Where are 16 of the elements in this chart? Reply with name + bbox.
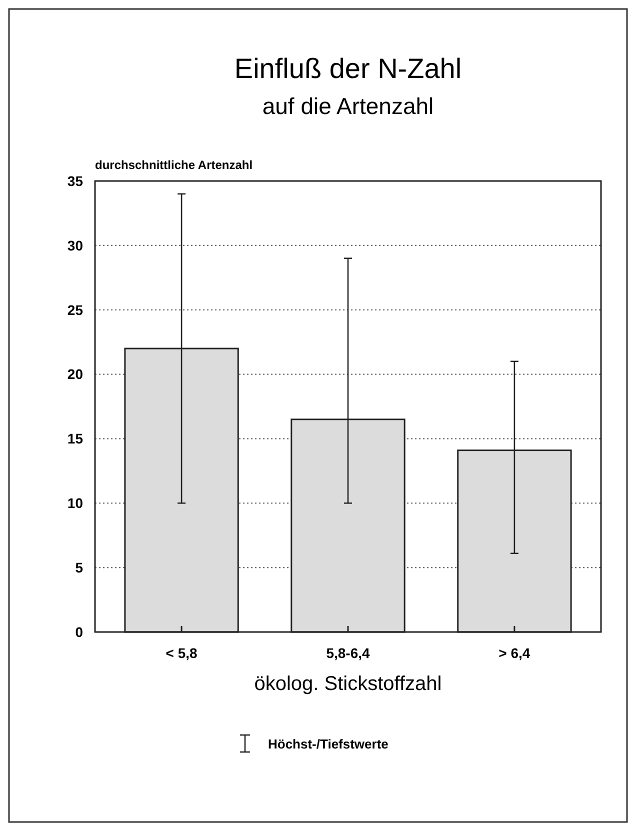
- y-tick-label: 35: [67, 172, 84, 189]
- x-tick-label: > 6,4: [498, 645, 530, 661]
- y-axis-title: durchschnittliche Artenzahl: [95, 158, 253, 172]
- y-tick-label: 10: [67, 495, 84, 512]
- y-tick-label: 15: [67, 430, 84, 447]
- chart-title: Einfluß der N-Zahl: [234, 53, 462, 84]
- x-tick-label: 5,8-6,4: [326, 645, 370, 661]
- x-axis-title: ökolog. Stickstoffzahl: [254, 673, 442, 695]
- chart-subtitle: auf die Artenzahl: [262, 93, 434, 119]
- y-tick-label: 20: [67, 366, 84, 382]
- y-tick-label: 30: [67, 237, 84, 254]
- x-tick-label: < 5,8: [166, 645, 198, 661]
- y-tick-label: 25: [67, 302, 84, 318]
- y-tick-label: 0: [75, 624, 84, 640]
- text: Höchst-/Tiefstwerte: [268, 736, 388, 752]
- y-tick-label: 5: [75, 559, 84, 576]
